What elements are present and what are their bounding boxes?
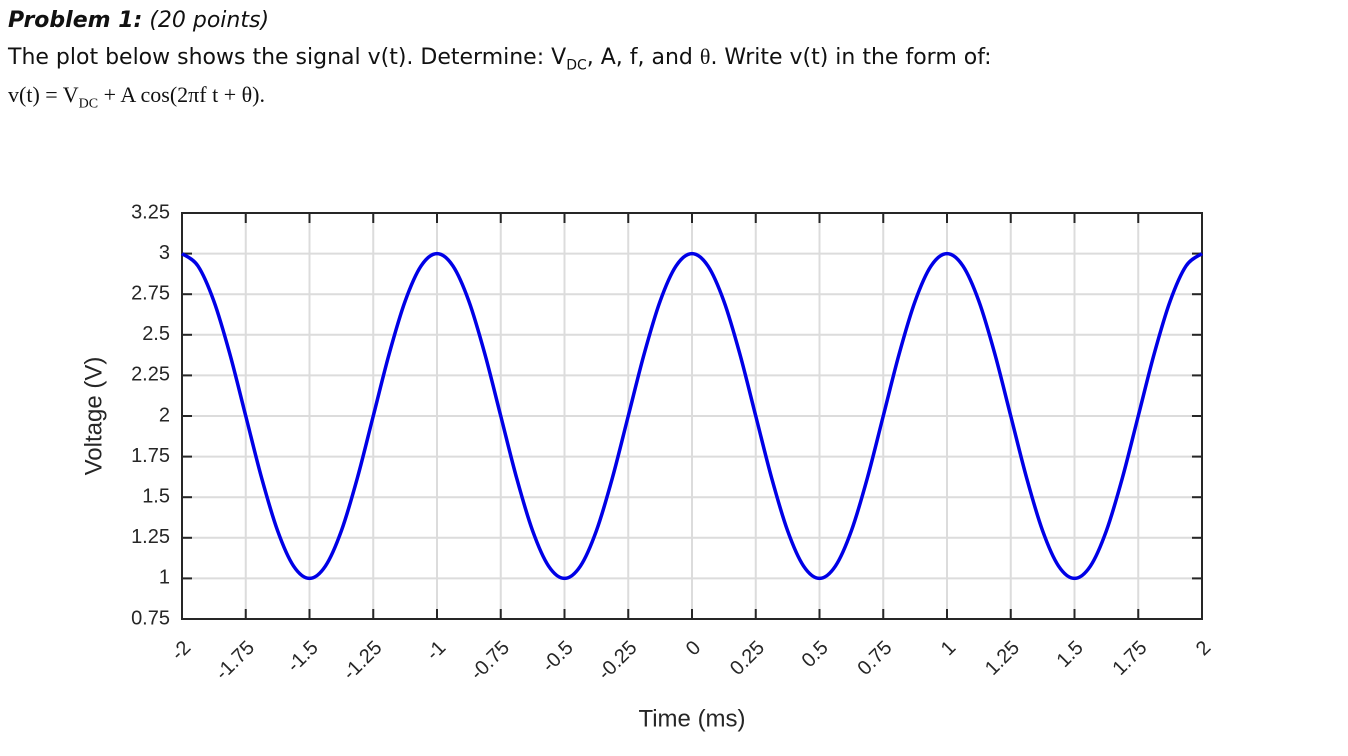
- y-axis-label: Voltage (V): [80, 357, 107, 476]
- y-tick-label: 2.75: [131, 282, 170, 304]
- x-tick-label: -1.75: [211, 637, 259, 685]
- instruction: The plot below shows the signal v(t). De…: [8, 44, 992, 73]
- text: . Write v(t) in the form of:: [710, 45, 992, 70]
- x-tick-label: 1: [937, 637, 960, 660]
- x-tick-label: 2: [1192, 637, 1215, 660]
- y-tick-label: 1.5: [142, 485, 170, 507]
- x-tick-label: -1: [422, 637, 450, 665]
- text: v(t) = V: [8, 82, 79, 107]
- x-tick-label: -2: [167, 637, 195, 665]
- y-tick-label: 1: [159, 567, 170, 589]
- x-tick-label: -1.25: [339, 637, 387, 685]
- x-axis-label: Time (ms): [638, 705, 745, 732]
- y-tick-label: 0.75: [131, 607, 170, 629]
- plot-frame: [181, 212, 1203, 620]
- y-tick-label: 1.25: [131, 526, 170, 548]
- x-tick-label: 1.5: [1053, 637, 1088, 672]
- problem-label: Problem 1:: [8, 8, 143, 33]
- x-tick-label: 0: [682, 637, 705, 660]
- x-tick-label: 0.5: [798, 637, 833, 672]
- symbol: θ: [699, 44, 711, 69]
- signal-line: [180, 251, 1204, 581]
- x-tick-label: -1.5: [283, 637, 323, 677]
- y-tick-label: 2.5: [142, 323, 170, 345]
- x-tick-label: 0.25: [726, 637, 769, 680]
- x-tick-label: 1.25: [981, 637, 1024, 680]
- x-tick-label: -0.25: [594, 637, 642, 685]
- points: (20 points): [149, 8, 270, 33]
- y-tick-label: 2: [159, 404, 170, 426]
- x-tick-label: 0.75: [853, 637, 896, 680]
- x-tick-label: -0.75: [466, 637, 514, 685]
- y-tick-label: 3: [159, 242, 170, 264]
- x-tick-label: 1.75: [1108, 637, 1151, 680]
- problem-heading: Problem 1: (20 points): [8, 8, 269, 33]
- text: + A cos(2πf t + θ).: [98, 82, 265, 107]
- y-tick-label: 1.75: [131, 445, 170, 467]
- text: , A, f, and: [586, 45, 700, 70]
- formula: v(t) = VDC + A cos(2πf t + θ).: [8, 82, 265, 112]
- subscript: DC: [566, 57, 587, 74]
- x-tick-label: -0.5: [538, 637, 578, 677]
- text: The plot below shows the signal v(t). De…: [8, 45, 567, 70]
- y-tick-label: 3.25: [131, 201, 170, 223]
- y-tick-label: 2.25: [131, 364, 170, 386]
- subscript: DC: [78, 96, 99, 112]
